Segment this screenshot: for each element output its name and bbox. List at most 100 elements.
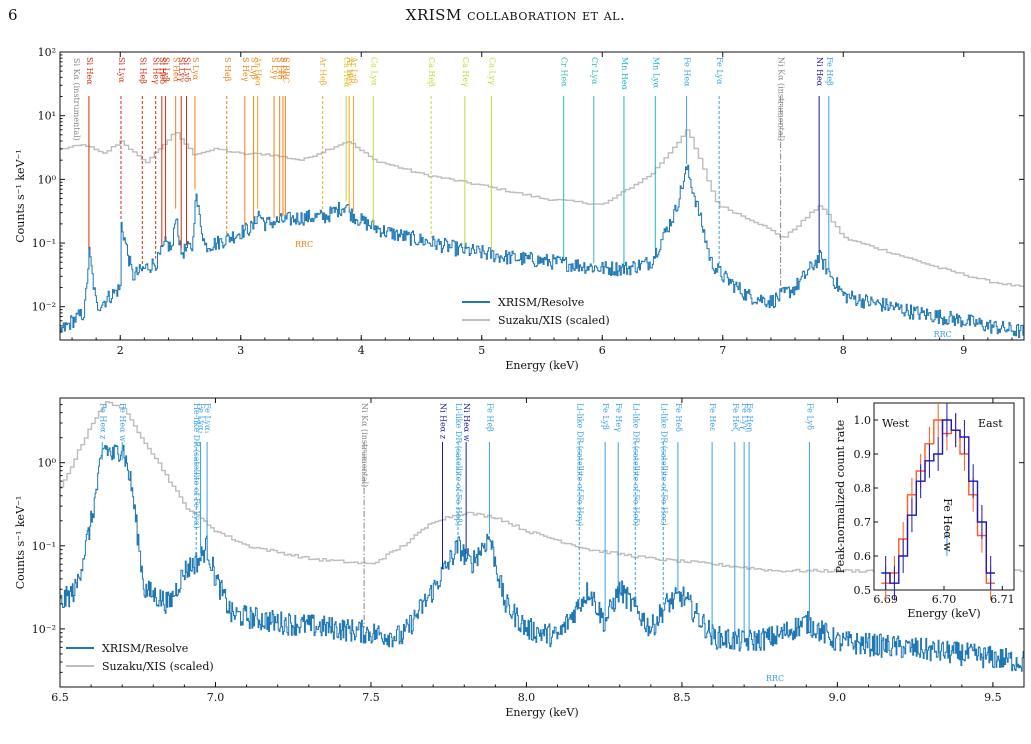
line-id-label: Ni Heα w bbox=[462, 403, 471, 442]
line-id-label: S Lyβ bbox=[250, 57, 259, 80]
x-tick-label: 6 bbox=[599, 344, 606, 357]
legend-entry: XRISM/Resolve bbox=[498, 296, 584, 309]
plot-frame bbox=[59, 51, 1025, 341]
y-tick-label: 10⁻² bbox=[32, 623, 56, 636]
line-id-label: Fe Lyγ bbox=[740, 403, 749, 430]
x-tick-label: 9 bbox=[960, 344, 967, 357]
inset-y-tick-label: 0.6 bbox=[854, 550, 872, 563]
line-id-label: Li-like DR (satellite of Fe Heγ) bbox=[575, 403, 584, 526]
line-id-label: S Lyα bbox=[191, 57, 200, 81]
y-tick-label: 10² bbox=[38, 46, 56, 59]
x-tick-label: 7.0 bbox=[207, 691, 225, 704]
line-id-label: Si Lyα bbox=[117, 57, 126, 83]
annotation-rrc: RRC bbox=[295, 240, 313, 249]
line-id-label: Cr Lyα bbox=[590, 57, 599, 85]
series-xrism-resolve bbox=[60, 444, 1024, 672]
line-id-label: S Heγ bbox=[241, 57, 250, 82]
x-tick-label: 6.5 bbox=[51, 691, 69, 704]
line-id-label: Li-like DR (satellite of Fe Heβ) bbox=[454, 403, 463, 526]
line-id-label: Fe Heγ bbox=[614, 403, 623, 432]
line-id-label: Si Lyβ bbox=[162, 57, 171, 82]
line-id-label: Li-like DR (satellite of Fe Heε) bbox=[659, 403, 668, 526]
annotation-rrc: RRC bbox=[766, 674, 784, 683]
line-id-label: Si Heδ bbox=[158, 57, 167, 84]
line-id-label: Li-like DR (satellite of Fe Heδ) bbox=[631, 403, 640, 526]
line-id-label: Fe Heα bbox=[683, 57, 692, 87]
annotation-si-ka: Si Kα (instrumental) bbox=[72, 58, 81, 141]
page-header: 6 XRISM collaboration et al. bbox=[0, 0, 1031, 30]
line-id-label: Si Heγ bbox=[152, 57, 161, 84]
x-tick-label: 7.5 bbox=[362, 691, 380, 704]
x-tick-label: 8.5 bbox=[673, 691, 691, 704]
line-id-label: S Heα bbox=[172, 57, 181, 83]
annotation-rrc: RRC bbox=[934, 330, 952, 339]
line-id-label: Si Heα bbox=[85, 57, 94, 85]
line-id-label: Ca Heα bbox=[342, 57, 351, 88]
inset-annotation: Fe Heα w bbox=[941, 498, 954, 552]
inset-series-west bbox=[881, 419, 995, 584]
x-axis-label: Energy (keV) bbox=[505, 706, 578, 719]
inset-y-tick-label: 0.5 bbox=[854, 584, 872, 597]
y-tick-label: 10⁰ bbox=[38, 457, 57, 470]
x-tick-label: 7 bbox=[719, 344, 726, 357]
line-id-label: Fe Heδ bbox=[674, 403, 683, 432]
legend-entry: Suzaku/XIS (scaled) bbox=[102, 660, 214, 673]
line-id-label: S Lyδ bbox=[276, 57, 285, 80]
line-id-label: Fe Heα z bbox=[98, 403, 107, 439]
line-id-label: Ar Heγ bbox=[345, 56, 354, 86]
line-id-label: Fe Heβ bbox=[825, 57, 834, 86]
y-tick-label: 10¹ bbox=[38, 110, 56, 123]
series-suzaku-xis bbox=[60, 401, 1024, 573]
inset-legend-east: East bbox=[978, 417, 1003, 430]
line-id-label: S RRC bbox=[281, 57, 290, 83]
legend-entry: Suzaku/XIS (scaled) bbox=[498, 314, 610, 327]
x-tick-label: 4 bbox=[358, 344, 365, 357]
line-id-label: Fe Lyβ bbox=[601, 403, 610, 430]
legend-entry: XRISM/Resolve bbox=[102, 642, 188, 655]
line-id-label: Ar Heβ bbox=[319, 56, 328, 86]
line-id-label: Fe Heη bbox=[745, 403, 754, 432]
line-id-label: Cr Heα bbox=[560, 57, 569, 87]
inset-y-tick-label: 0.7 bbox=[854, 516, 872, 529]
line-id-label: Mn Lyα bbox=[651, 57, 660, 89]
line-id-label: Ni Kα (instrumental) bbox=[360, 403, 369, 487]
chart-panel-1: Fe Heα z Fe Heα w He-like DR (satellite of… bbox=[14, 397, 1025, 719]
inset-x-tick-label: 6.70 bbox=[932, 593, 957, 606]
y-tick-label: 10⁰ bbox=[38, 173, 57, 186]
line-id-label: S Heβ bbox=[223, 57, 232, 82]
line-id-label: Fe Heα w bbox=[118, 403, 127, 442]
line-id-label: S Lyγ bbox=[270, 57, 279, 80]
x-tick-label: 8.0 bbox=[518, 691, 536, 704]
line-id-label: Ca Heβ bbox=[427, 57, 436, 87]
inset-x-tick-label: 6.71 bbox=[990, 593, 1015, 606]
inset-frame bbox=[873, 402, 1015, 591]
inset-y-tick-label: 1.0 bbox=[854, 414, 872, 427]
line-id-label: Si Lyγ bbox=[177, 57, 186, 82]
line-id-label: S Lyε bbox=[279, 57, 288, 79]
y-tick-label: 10⁻¹ bbox=[32, 237, 56, 250]
y-axis-label: Counts s⁻¹ keV⁻¹ bbox=[14, 149, 27, 242]
x-tick-label: 3 bbox=[237, 344, 244, 357]
line-id-label: Ni Heα bbox=[815, 57, 824, 87]
line-id-label: Fe Heε bbox=[708, 403, 717, 431]
running-head: XRISM collaboration et al. bbox=[405, 6, 626, 24]
line-id-label: Si Lyδ bbox=[183, 57, 192, 82]
x-tick-label: 9.0 bbox=[829, 691, 847, 704]
inset-x-label: Energy (keV) bbox=[907, 607, 980, 620]
line-id-label: Ar Heα bbox=[254, 56, 263, 87]
page-number: 6 bbox=[8, 6, 18, 24]
inset-y-label: Peak-normalized count rate bbox=[834, 420, 847, 574]
line-id-label: Ni Kα (instrumental) bbox=[777, 57, 786, 141]
inset-y-tick-label: 0.8 bbox=[854, 482, 872, 495]
x-axis-label: Energy (keV) bbox=[505, 359, 578, 372]
plot-frame bbox=[59, 397, 1025, 688]
x-tick-label: 9.5 bbox=[984, 691, 1002, 704]
line-id-label: Mn Heα bbox=[620, 57, 629, 91]
line-id-label: Ca Heγ bbox=[461, 57, 470, 87]
line-id-label: Ca Lyα bbox=[369, 57, 378, 86]
line-id-label: Fe Lyδ bbox=[805, 403, 814, 430]
inset-legend-west: West bbox=[882, 417, 910, 430]
